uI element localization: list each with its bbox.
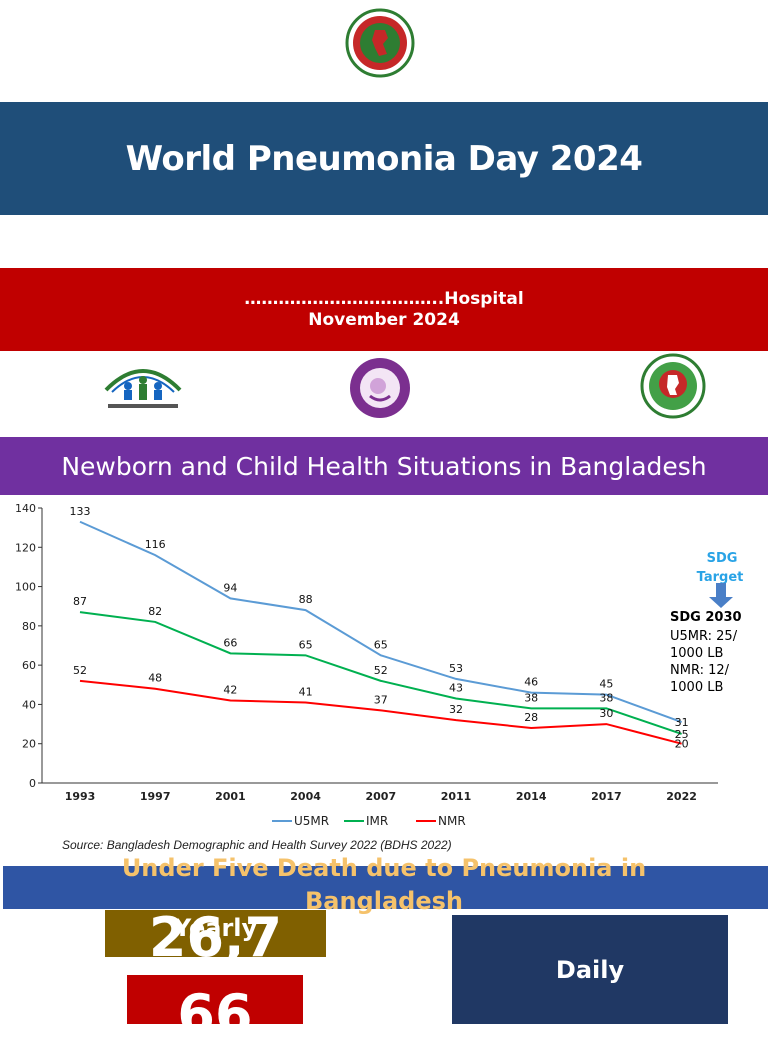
data-label-u5mr: 45: [599, 678, 613, 691]
data-label-imr: 66: [223, 636, 237, 649]
mortality-chart: 0 20 40 60 80 100 120 140 1993 1997 2001 2004 2007 20…: [0, 495, 768, 835]
data-label-imr: 38: [524, 691, 538, 704]
y-tick-label: 60: [22, 659, 36, 672]
legend-label-imr: IMR: [366, 814, 388, 828]
date-line: November 2024: [0, 310, 768, 331]
data-label-nmr: 30: [599, 707, 613, 720]
community-health-logo-icon: [98, 356, 188, 414]
data-label-imr: 82: [148, 605, 162, 618]
y-tick-label: 100: [15, 581, 36, 594]
sdg-arrow-icon: [709, 583, 733, 608]
x-tick-label: 2014: [516, 790, 547, 803]
data-label-nmr: 32: [449, 703, 463, 716]
sdg-2030-line: NMR: 12/: [670, 663, 730, 678]
data-label-u5mr: 133: [70, 505, 91, 518]
x-tick-label: 2017: [591, 790, 622, 803]
section-banner: Newborn and Child Health Situations in B…: [0, 437, 768, 495]
sdg-2030-line: 1000 LB: [670, 680, 723, 695]
data-label-nmr: 20: [675, 738, 689, 751]
legend-label-u5mr: U5MR: [294, 814, 329, 828]
y-tick-label: 80: [22, 620, 36, 633]
y-tick-label: 40: [22, 698, 36, 711]
data-label-u5mr: 88: [299, 593, 313, 606]
legend-label-nmr: NMR: [438, 814, 466, 828]
x-tick-label: 2022: [666, 790, 697, 803]
y-tick-label: 20: [22, 738, 36, 751]
title-banner: World Pneumonia Day 2024: [0, 102, 768, 215]
dghs-logo-icon: [640, 353, 706, 419]
section-title: Newborn and Child Health Situations in B…: [61, 452, 706, 481]
mortality-line-chart: 0 20 40 60 80 100 120 140 1993 1997 2001 2004 2007 20…: [0, 495, 768, 835]
second-value: 66: [127, 985, 303, 1045]
x-tick-label: 1997: [140, 790, 171, 803]
series-line-nmr: [80, 681, 682, 744]
x-tick-label: 2007: [365, 790, 396, 803]
national-newborn-logo-icon: [348, 356, 412, 420]
data-label-u5mr: 46: [524, 676, 538, 689]
data-label-imr: 65: [299, 638, 313, 651]
chart-source: Source: Bangladesh Demographic and Healt…: [62, 838, 452, 852]
y-tick-label: 120: [15, 541, 36, 554]
data-label-nmr: 48: [148, 672, 162, 685]
data-label-imr: 87: [73, 595, 87, 608]
hospital-line: ……………………………..Hospital: [0, 289, 768, 310]
daily-label: Daily: [556, 956, 624, 984]
sdg-2030-line: 1000 LB: [670, 646, 723, 661]
data-label-nmr: 28: [524, 711, 538, 724]
sdg-2030-line: U5MR: 25/: [670, 629, 738, 644]
data-label-nmr: 37: [374, 693, 388, 706]
data-label-imr: 43: [449, 682, 463, 695]
data-label-nmr: 41: [299, 685, 313, 698]
daily-box: Daily: [452, 915, 728, 1024]
hospital-banner: ……………………………..Hospital November 2024: [0, 268, 768, 351]
y-tick-label: 140: [15, 502, 36, 515]
x-tick-label: 2004: [290, 790, 321, 803]
x-tick-label: 2011: [441, 790, 472, 803]
sdg-target-label-2: Target: [697, 570, 744, 585]
yearly-label: Yearly: [105, 910, 326, 946]
data-label-u5mr: 94: [223, 581, 237, 594]
data-label-u5mr: 116: [145, 538, 166, 551]
data-label-nmr: 42: [223, 684, 237, 697]
y-tick-label: 0: [29, 777, 36, 790]
data-label-imr: 38: [599, 691, 613, 704]
government-emblem-icon: [345, 8, 415, 78]
sdg-2030-title: SDG 2030: [670, 610, 742, 625]
data-label-imr: 52: [374, 664, 388, 677]
x-tick-label: 2001: [215, 790, 246, 803]
sdg-target-label: SDG: [707, 551, 738, 566]
page-title: World Pneumonia Day 2024: [126, 139, 643, 179]
x-tick-label: 1993: [65, 790, 96, 803]
data-label-u5mr: 53: [449, 662, 463, 675]
data-label-nmr: 52: [73, 664, 87, 677]
data-label-u5mr: 65: [374, 638, 388, 651]
